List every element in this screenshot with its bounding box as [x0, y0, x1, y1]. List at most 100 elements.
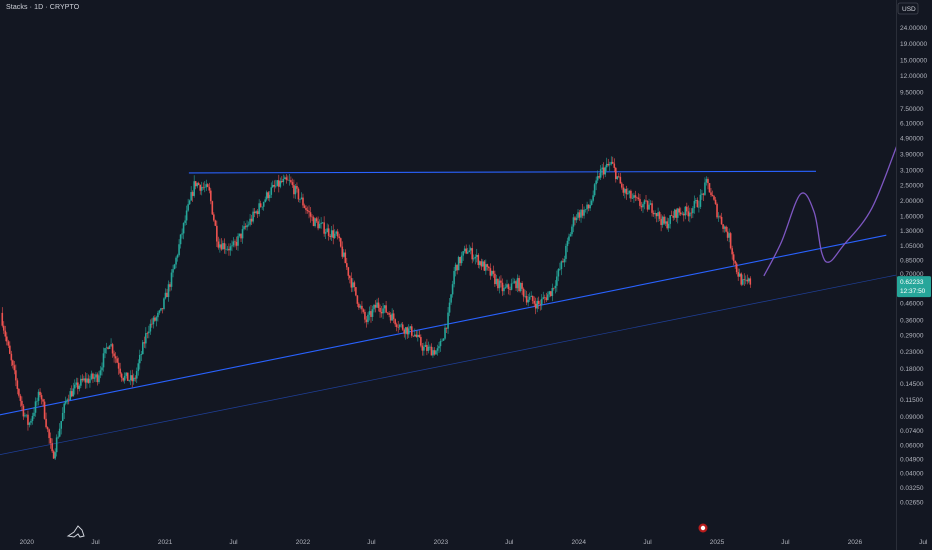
y-tick-label: 0.29000 [900, 333, 924, 340]
x-tick-label: Jul [781, 539, 790, 546]
candle-body [252, 211, 254, 222]
candle-body [495, 278, 498, 285]
candle-body [631, 197, 634, 199]
candle-body [395, 324, 398, 328]
candle-body [569, 234, 572, 237]
candle-body [550, 291, 552, 296]
candle-body [394, 319, 396, 325]
candle-body [510, 283, 513, 290]
candle-body [67, 399, 70, 401]
candle-body [530, 295, 532, 297]
candle-body [501, 282, 504, 292]
candle-body [409, 326, 412, 329]
candle-body [723, 226, 726, 229]
x-tick-label: 2021 [158, 539, 173, 546]
y-tick-label: 3.90000 [900, 151, 924, 158]
candle-body [237, 236, 239, 246]
candle-body [202, 186, 205, 188]
candle-body [99, 370, 102, 376]
candle-body [608, 164, 611, 166]
candle-body [548, 291, 551, 295]
y-tick-label: 0.04900 [900, 457, 924, 464]
candle-body [577, 212, 579, 218]
candle-body [673, 209, 676, 218]
candle-body [253, 211, 256, 214]
candle-body [21, 400, 23, 406]
candle-body [34, 401, 37, 413]
candle-body [601, 167, 603, 170]
candle-body [430, 346, 433, 356]
candle-body [643, 200, 646, 205]
candle-body [524, 296, 526, 297]
candle-body [181, 233, 183, 235]
candle-body [25, 414, 28, 416]
candle-body [210, 190, 212, 202]
y-tick-label: 1.05000 [900, 243, 924, 250]
candle-body [729, 233, 732, 249]
candle-body [281, 181, 283, 183]
candle-body [707, 179, 709, 184]
candle-body [415, 334, 418, 337]
candle-body [302, 197, 304, 206]
candle-body [553, 288, 555, 289]
candle-body [667, 223, 670, 229]
candle-body [87, 378, 90, 383]
candle-body [274, 185, 277, 187]
candle-body [695, 200, 697, 201]
candle-body [562, 261, 564, 263]
y-tick-label: 24.00000 [900, 25, 927, 32]
candle-body [420, 337, 422, 346]
candle-body [167, 284, 170, 298]
candle-body [142, 342, 144, 355]
candle-body [595, 180, 597, 185]
candle-body [684, 206, 687, 216]
candle-body [469, 248, 472, 251]
candle-body [287, 179, 289, 181]
candle-body [55, 437, 58, 453]
currency-box[interactable] [897, 2, 919, 15]
candle-body [264, 199, 267, 203]
candle-body [197, 183, 200, 185]
candle-body [661, 216, 664, 225]
candle-body [92, 373, 94, 379]
candle-body [604, 167, 607, 175]
candle-body [315, 218, 318, 222]
x-tick-label: Jul [643, 539, 652, 546]
candle-body [616, 176, 619, 180]
candle-body [151, 323, 153, 325]
candle-body [352, 282, 354, 288]
candle-body [314, 218, 316, 227]
candle-body [645, 200, 647, 202]
candle-body [42, 399, 44, 402]
candle-body [169, 284, 171, 287]
candle-body [37, 391, 40, 401]
candle-body [630, 190, 632, 199]
candle-body [330, 230, 333, 238]
candle-body [540, 298, 543, 305]
candle-body [371, 309, 374, 317]
candle-body [456, 264, 458, 271]
candle-body [675, 209, 678, 218]
candle-body [714, 199, 717, 204]
current-price-label: 0.62233 [900, 279, 924, 286]
candle-body [74, 384, 76, 389]
candle-body [80, 378, 82, 386]
candle-body [318, 223, 321, 229]
candle-body [507, 284, 510, 290]
candle-body [407, 328, 410, 335]
candle-body [705, 179, 708, 183]
candle-body [15, 370, 17, 381]
candle-body [475, 254, 478, 257]
candle-body [423, 346, 425, 351]
candle-body [392, 313, 395, 320]
y-tick-label: 1.60000 [900, 214, 924, 221]
candle-body [89, 379, 91, 383]
candle-body [338, 236, 341, 239]
candle-body [690, 212, 693, 214]
candle-body [546, 294, 549, 301]
candle-body [309, 212, 312, 217]
candle-body [305, 207, 307, 210]
price-axis-bg [896, 0, 932, 550]
